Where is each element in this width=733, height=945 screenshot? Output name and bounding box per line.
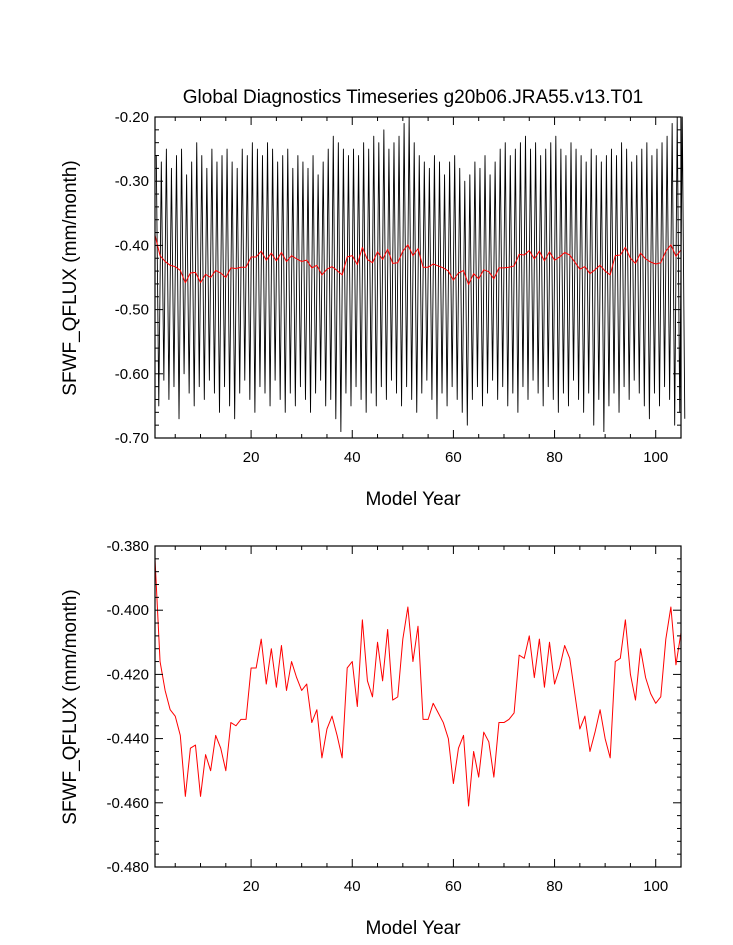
bottom-series-group — [154, 558, 682, 807]
bottom-x-axis-label: Model Year — [365, 918, 461, 939]
x-tick-label: 20 — [243, 449, 260, 466]
y-tick-label: -0.460 — [106, 795, 149, 812]
bottom-panel: -0.480 -0.460 -0.440 -0.420 -0.400 -0.380 20 4… — [60, 538, 682, 939]
top-plot-frame — [154, 116, 682, 439]
x-tick-label: 40 — [344, 878, 361, 895]
x-tick-label: 100 — [643, 878, 668, 895]
top-y-axis-ticks: -0.70 -0.60 -0.50 -0.40 -0.30 -0.20 — [115, 109, 681, 447]
x-tick-label: 80 — [546, 878, 563, 895]
bottom-y-axis-ticks: -0.480 -0.460 -0.440 -0.420 -0.400 -0.380 — [106, 538, 681, 876]
top-y-axis-label: SFWF_QFLUX (mm/month) — [60, 160, 81, 395]
y-tick-label: -0.50 — [115, 302, 149, 319]
x-tick-label: 80 — [546, 449, 563, 466]
top-x-axis-label: Model Year — [365, 489, 461, 510]
y-tick-label: -0.40 — [115, 237, 149, 254]
x-tick-label: 20 — [243, 878, 260, 895]
y-tick-label: -0.70 — [115, 430, 149, 447]
series-line-annual-mean — [154, 235, 682, 286]
x-tick-label: 100 — [643, 449, 668, 466]
top-series-group — [154, 116, 686, 433]
series-line-monthly — [155, 116, 686, 433]
bottom-plot-frame — [154, 545, 682, 868]
bottom-x-axis-ticks: 20 40 60 80 100 — [174, 546, 682, 895]
y-tick-label: -0.440 — [106, 731, 149, 748]
series-line-annual-mean — [154, 558, 682, 807]
y-tick-label: -0.480 — [106, 859, 149, 876]
top-x-axis-ticks: 20 40 60 80 100 — [174, 117, 682, 466]
chart-title: Global Diagnostics Timeseries g20b06.JRA… — [183, 87, 643, 108]
x-tick-label: 60 — [445, 878, 462, 895]
x-tick-label: 60 — [445, 449, 462, 466]
y-tick-label: -0.20 — [115, 109, 149, 126]
y-tick-label: -0.400 — [106, 602, 149, 619]
y-tick-label: -0.30 — [115, 173, 149, 190]
y-tick-label: -0.420 — [106, 666, 149, 683]
top-panel: Global Diagnostics Timeseries g20b06.JRA… — [60, 87, 686, 510]
y-tick-label: -0.60 — [115, 366, 149, 383]
x-tick-label: 40 — [344, 449, 361, 466]
bottom-y-axis-label: SFWF_QFLUX (mm/month) — [60, 589, 81, 824]
y-tick-label: -0.380 — [106, 538, 149, 555]
